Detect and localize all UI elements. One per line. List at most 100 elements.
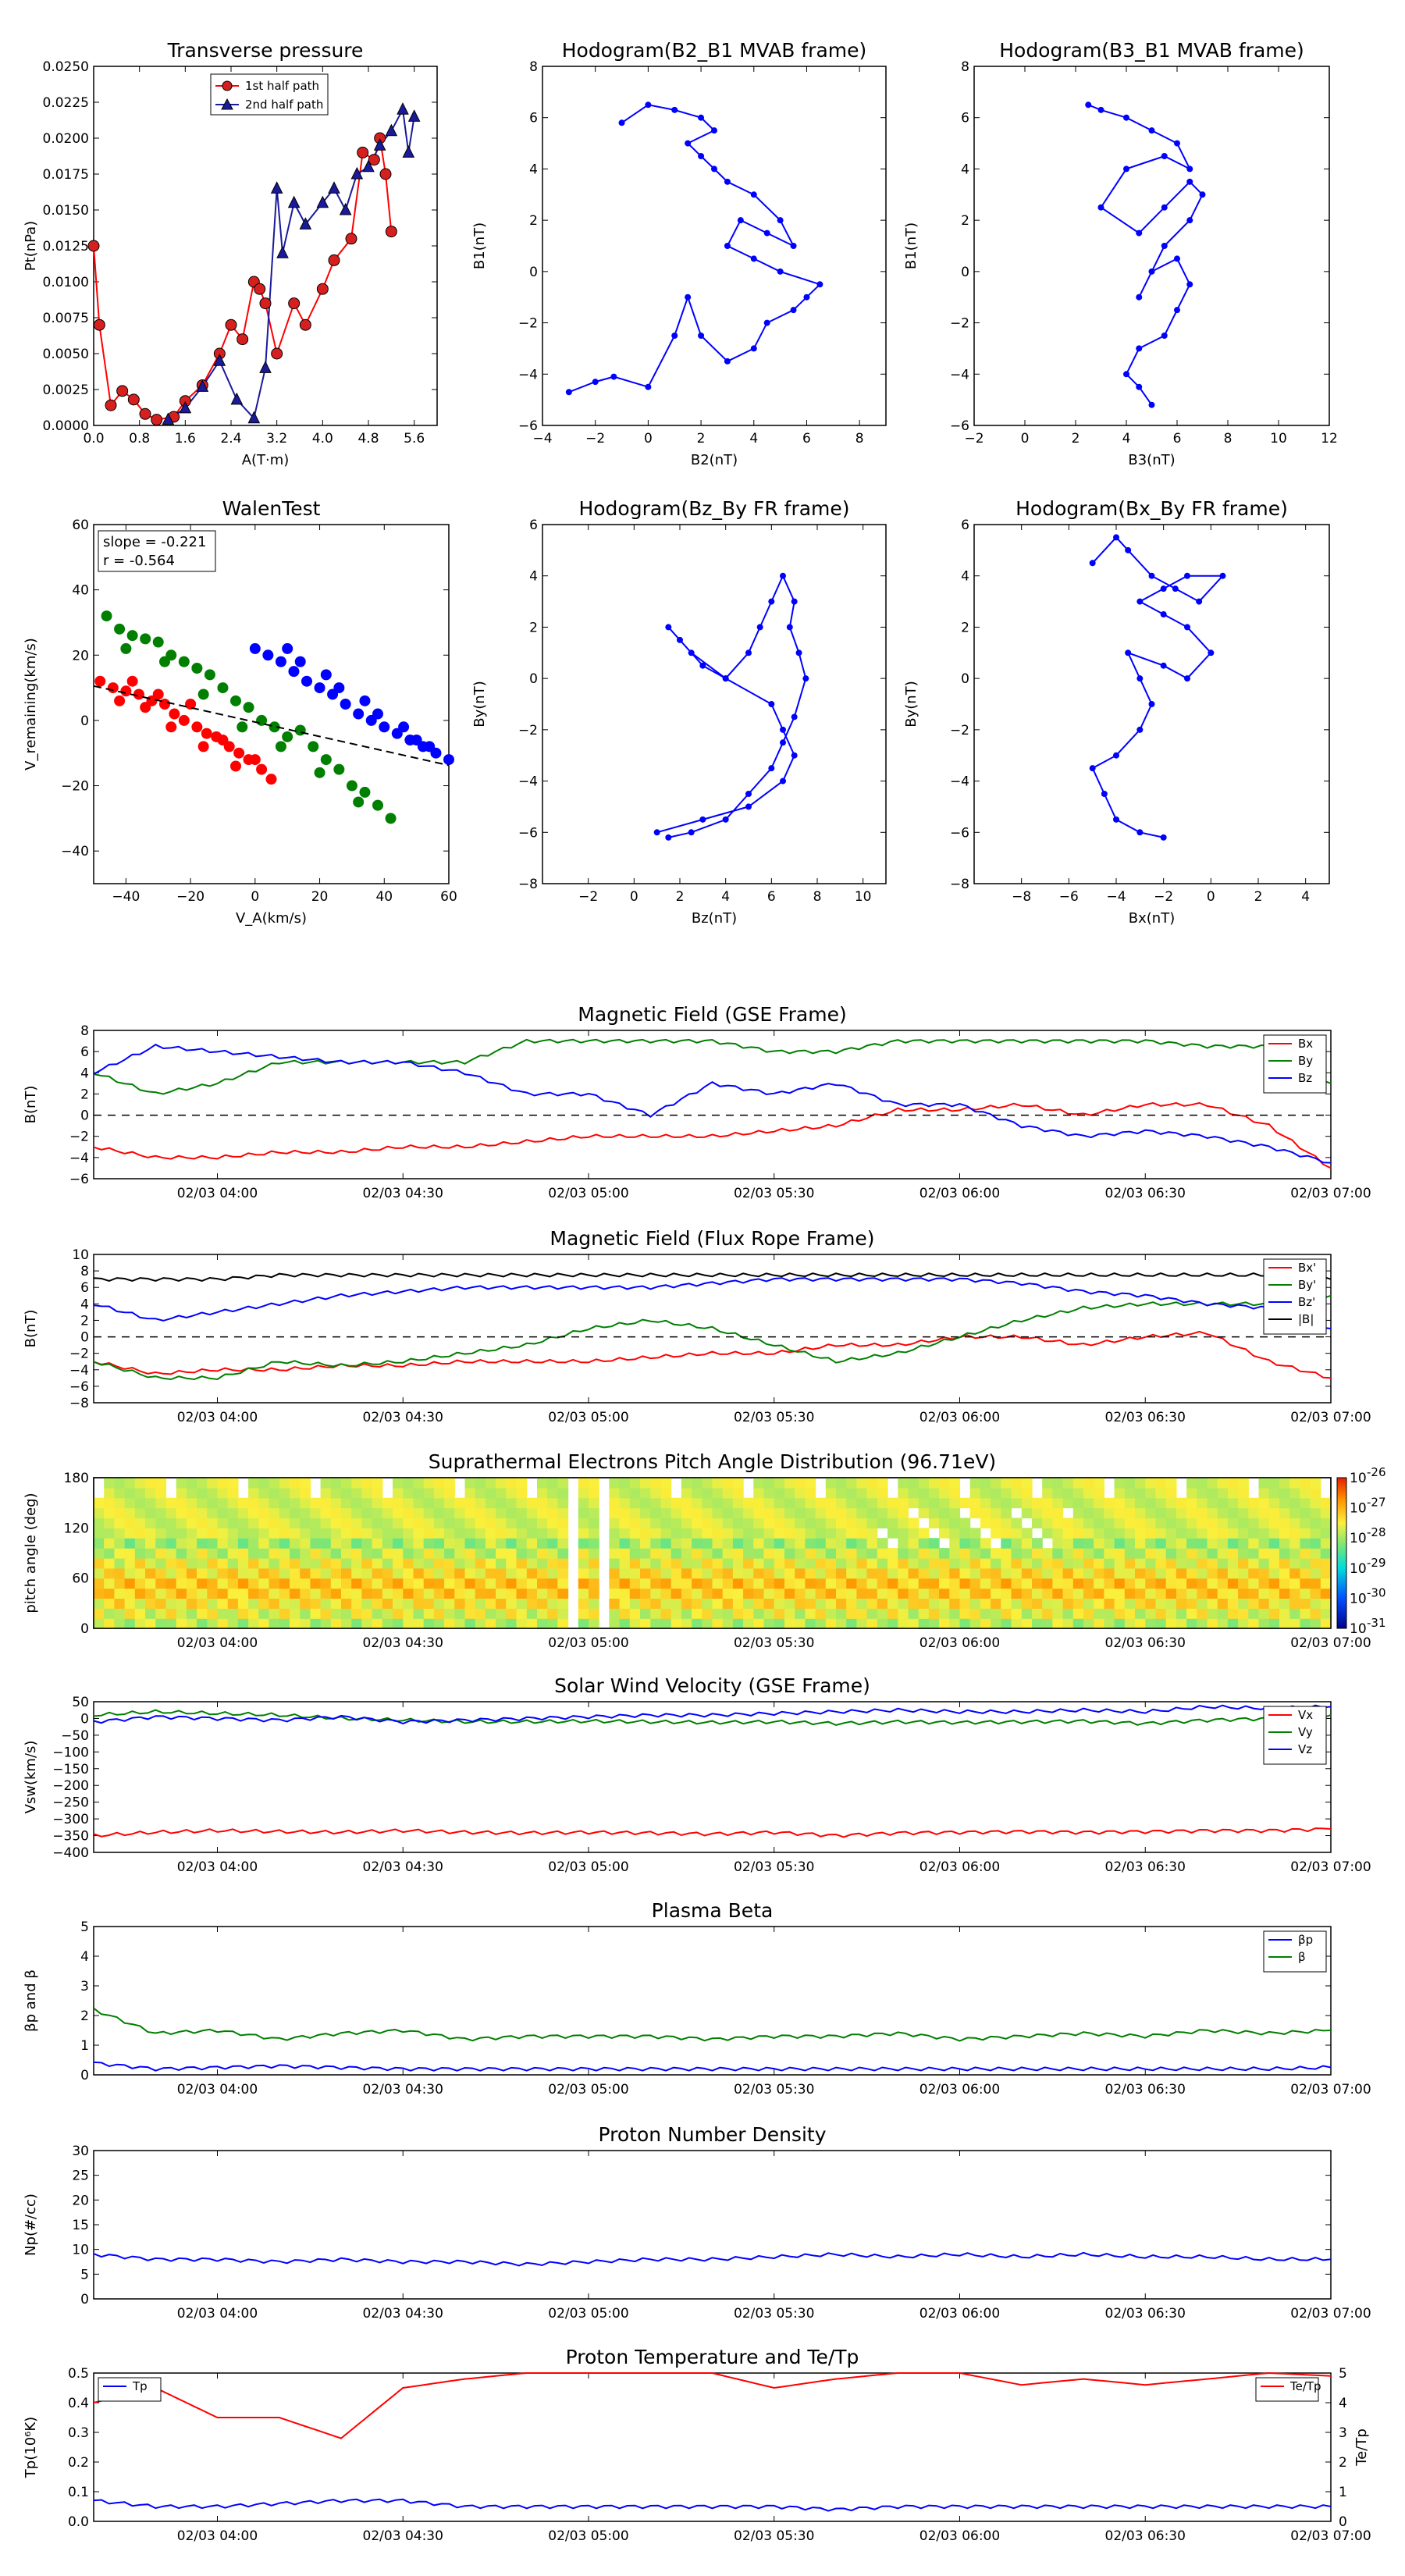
heatmap-cell	[609, 1608, 621, 1619]
heatmap-cell	[1258, 1507, 1270, 1519]
heatmap-cell	[763, 1588, 775, 1599]
hodogram-point	[756, 624, 763, 631]
heatmap-cell	[1207, 1557, 1218, 1569]
hodogram-point	[1148, 701, 1155, 707]
legend-label: Vz	[1298, 1742, 1312, 1756]
heatmap-cell	[1145, 1538, 1157, 1549]
heatmap-cell	[578, 1507, 589, 1519]
heatmap-cell	[939, 1517, 950, 1528]
heatmap-cell	[227, 1548, 239, 1559]
x-tick-label: 2	[1072, 431, 1080, 447]
heatmap-cell	[670, 1588, 682, 1599]
legend-label: 2nd half path	[245, 98, 323, 112]
heatmap-cell	[320, 1487, 332, 1499]
panel-title: Hodogram(B2_B1 MVAB frame)	[562, 39, 867, 62]
heatmap-cell	[670, 1507, 682, 1519]
y-tick-label: 8	[961, 59, 969, 75]
y-axis-label: Tp(10⁶K)	[23, 2417, 39, 2478]
heatmap-cell	[949, 1478, 961, 1489]
heatmap-cell	[619, 1538, 631, 1549]
heatmap-cell	[1052, 1578, 1064, 1589]
heatmap-cell	[413, 1487, 425, 1499]
y-tick-label: 0.0000	[43, 418, 89, 434]
walen-point	[269, 721, 280, 733]
heatmap-cell	[753, 1507, 765, 1519]
data-point-2nd-half	[247, 411, 261, 424]
hodogram-point	[665, 834, 672, 841]
y-tick-label: 15	[72, 2218, 89, 2233]
heatmap-cell	[310, 1528, 322, 1539]
heatmap-cell	[248, 1538, 259, 1549]
heatmap-cell	[217, 1487, 229, 1499]
heatmap-cell	[1032, 1507, 1043, 1519]
heatmap-cell	[877, 1517, 888, 1528]
heatmap-cell	[795, 1528, 806, 1539]
heatmap-cell	[732, 1608, 744, 1619]
data-point-2nd-half	[373, 138, 386, 151]
heatmap-cell	[1186, 1548, 1197, 1559]
hodogram-point	[1186, 178, 1193, 185]
walen-point	[120, 685, 132, 697]
heatmap-cell	[197, 1507, 208, 1519]
heatmap-cell	[898, 1487, 909, 1499]
heatmap-cell	[1279, 1557, 1290, 1569]
heatmap-cell	[1062, 1497, 1074, 1509]
hodogram-point	[724, 178, 731, 185]
heatmap-cell	[815, 1618, 827, 1629]
heatmap-cell	[898, 1618, 909, 1629]
heatmap-cell	[155, 1557, 167, 1569]
hodogram-point	[565, 389, 572, 396]
heatmap-cell	[351, 1487, 362, 1499]
heatmap-cell	[1001, 1538, 1012, 1549]
series-line-1st-half	[93, 137, 393, 421]
heatmap-cell	[207, 1497, 219, 1509]
heatmap-cell	[464, 1608, 476, 1619]
heatmap-cell	[1094, 1478, 1104, 1489]
heatmap-cell	[258, 1598, 270, 1609]
heatmap-cell	[475, 1598, 486, 1609]
heatmap-cell	[887, 1507, 898, 1519]
heatmap-cell	[186, 1528, 197, 1539]
x-tick-label: 02/03 06:00	[919, 2082, 1000, 2097]
heatmap-cell	[1072, 1507, 1084, 1519]
heatmap-cell	[186, 1618, 197, 1629]
heatmap-cell	[1300, 1507, 1311, 1519]
heatmap-cell	[1114, 1497, 1126, 1509]
heatmap-cell	[145, 1548, 156, 1559]
heatmap-cell	[1114, 1528, 1126, 1539]
x-tick-label: 0	[644, 431, 653, 447]
heatmap-cell	[1227, 1528, 1239, 1539]
heatmap-cell	[537, 1538, 548, 1549]
heatmap-cell	[1176, 1548, 1187, 1559]
x-tick-label: 02/03 05:00	[548, 2306, 628, 2322]
heatmap-cell	[908, 1608, 919, 1619]
heatmap-cell	[805, 1608, 816, 1619]
heatmap-cell	[557, 1528, 569, 1539]
heatmap-cell	[114, 1528, 126, 1539]
heatmap-cell	[732, 1548, 744, 1559]
heatmap-cell	[918, 1538, 930, 1549]
heatmap-cell	[784, 1567, 795, 1579]
heatmap-cell	[176, 1548, 187, 1559]
panel-hodogram_b2_b1: Hodogram(B2_B1 MVAB frame)B2(nT)B1(nT)−4…	[471, 39, 887, 468]
heatmap-cell	[928, 1478, 940, 1489]
heatmap-cell	[165, 1588, 177, 1599]
heatmap-cell	[1217, 1598, 1229, 1609]
heatmap-cell	[774, 1557, 785, 1569]
heatmap-cell	[248, 1557, 259, 1569]
heatmap-cell	[433, 1618, 445, 1629]
heatmap-cell	[1289, 1497, 1300, 1509]
heatmap-cell	[908, 1598, 919, 1609]
heatmap-cell	[1227, 1478, 1239, 1489]
heatmap-cell	[124, 1598, 136, 1609]
heatmap-cell	[279, 1588, 290, 1599]
heatmap-cell	[866, 1517, 878, 1528]
heatmap-cell	[692, 1548, 702, 1559]
heatmap-cell	[1248, 1618, 1260, 1629]
heatmap-cell	[104, 1538, 115, 1549]
heatmap-cell	[846, 1618, 857, 1629]
y-tick-label: −350	[52, 1829, 89, 1845]
y-axis-label: B1(nT)	[903, 222, 919, 269]
heatmap-cell	[825, 1567, 837, 1579]
heatmap-cell	[155, 1548, 167, 1559]
